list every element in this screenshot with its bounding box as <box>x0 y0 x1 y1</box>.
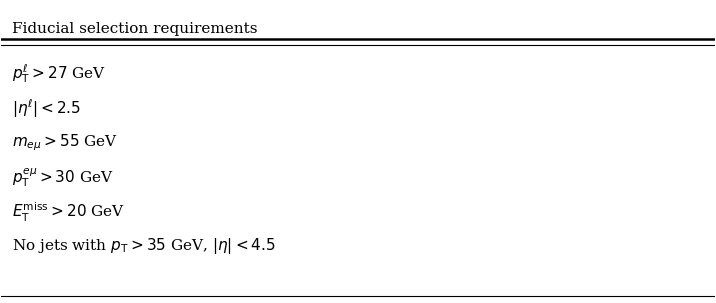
Text: No jets with $p_{\mathrm{T}} > 35$ GeV, $|\eta| < 4.5$: No jets with $p_{\mathrm{T}} > 35$ GeV, … <box>12 235 276 255</box>
Text: $m_{e\mu} > 55$ GeV: $m_{e\mu} > 55$ GeV <box>12 132 118 153</box>
Text: $|\eta^{\ell}| < 2.5$: $|\eta^{\ell}| < 2.5$ <box>12 98 81 120</box>
Text: Fiducial selection requirements: Fiducial selection requirements <box>12 22 258 36</box>
Text: $p_{\mathrm{T}}^{e\mu} > 30$ GeV: $p_{\mathrm{T}}^{e\mu} > 30$ GeV <box>12 167 114 189</box>
Text: $E_{\mathrm{T}}^{\mathrm{miss}} > 20$ GeV: $E_{\mathrm{T}}^{\mathrm{miss}} > 20$ Ge… <box>12 201 125 224</box>
Text: $p_{\mathrm{T}}^{\ell} > 27$ GeV: $p_{\mathrm{T}}^{\ell} > 27$ GeV <box>12 63 106 86</box>
